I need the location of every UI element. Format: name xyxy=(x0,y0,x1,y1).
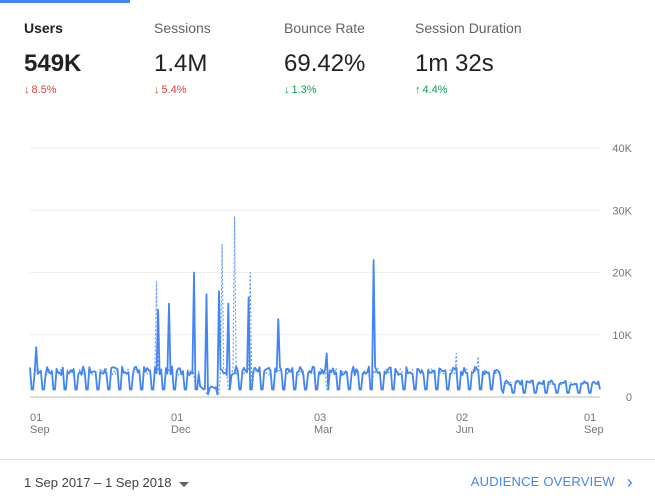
metric-delta-value: 1.3% xyxy=(291,84,317,96)
series-line-previous xyxy=(29,215,601,395)
arrow-down-icon: ↓ xyxy=(154,84,160,96)
y-tick-label: 20K xyxy=(612,268,632,280)
chevron-right-icon: › xyxy=(626,471,633,492)
active-metric-indicator xyxy=(0,0,130,3)
x-tick-day: 03 xyxy=(314,412,326,424)
y-tick-label: 40K xyxy=(612,143,632,155)
arrow-down-icon: ↓ xyxy=(24,84,30,96)
metric-label: Session Duration xyxy=(415,20,522,36)
x-tick-day: 01 xyxy=(584,412,596,424)
chart-series xyxy=(29,215,601,396)
metric-delta-value: 4.4% xyxy=(422,84,448,96)
metric-value: 69.42% xyxy=(284,50,366,77)
arrow-up-icon: ↑ xyxy=(415,84,421,96)
footer-divider xyxy=(0,459,655,460)
metric-delta: ↓ 5.4% xyxy=(154,84,211,96)
metric-label: Bounce Rate xyxy=(284,20,365,36)
x-tick-month: Mar xyxy=(314,424,333,436)
chart-y-axis: 0 10K 20K 30K 40K xyxy=(612,143,632,404)
metric-delta: ↓ 8.5% xyxy=(24,84,81,96)
y-tick-label: 10K xyxy=(612,330,632,342)
x-tick-day: 02 xyxy=(456,412,468,424)
metric-users[interactable]: Users 549K ↓ 8.5% xyxy=(24,20,81,96)
x-tick-day: 01 xyxy=(30,412,42,424)
date-range-label: 1 Sep 2017 – 1 Sep 2018 xyxy=(24,475,172,490)
metric-value: 549K xyxy=(24,50,82,77)
metric-label: Sessions xyxy=(154,20,211,36)
metric-label: Users xyxy=(24,20,63,36)
chart-grid xyxy=(30,147,600,398)
caret-down-icon xyxy=(179,481,190,487)
metric-delta: ↑ 4.4% xyxy=(415,84,522,96)
metric-session-duration[interactable]: Session Duration 1m 32s ↑ 4.4% xyxy=(415,20,522,96)
metric-delta: ↓ 1.3% xyxy=(284,84,365,96)
metric-bounce-rate[interactable]: Bounce Rate 69.42% ↓ 1.3% xyxy=(284,20,365,96)
audience-overview-label: AUDIENCE OVERVIEW xyxy=(470,474,615,489)
x-tick-month: Dec xyxy=(171,424,191,436)
metric-value: 1m 32s xyxy=(415,50,494,77)
metric-value: 1.4M xyxy=(154,50,208,77)
metric-delta-value: 5.4% xyxy=(161,84,187,96)
audience-overview-link[interactable]: AUDIENCE OVERVIEW › xyxy=(470,471,633,492)
x-tick-day: 01 xyxy=(171,412,183,424)
y-tick-label: 30K xyxy=(612,205,632,217)
metric-delta-value: 8.5% xyxy=(31,84,57,96)
metric-sessions[interactable]: Sessions 1.4M ↓ 5.4% xyxy=(154,20,211,96)
date-range-picker[interactable]: 1 Sep 2017 – 1 Sep 2018 xyxy=(24,475,190,490)
arrow-down-icon: ↓ xyxy=(284,84,290,96)
x-tick-month: Sep xyxy=(30,424,50,436)
y-tick-label: 0 xyxy=(626,392,632,404)
x-tick-month: Sep xyxy=(584,424,604,436)
x-tick-month: Jun xyxy=(456,424,474,436)
